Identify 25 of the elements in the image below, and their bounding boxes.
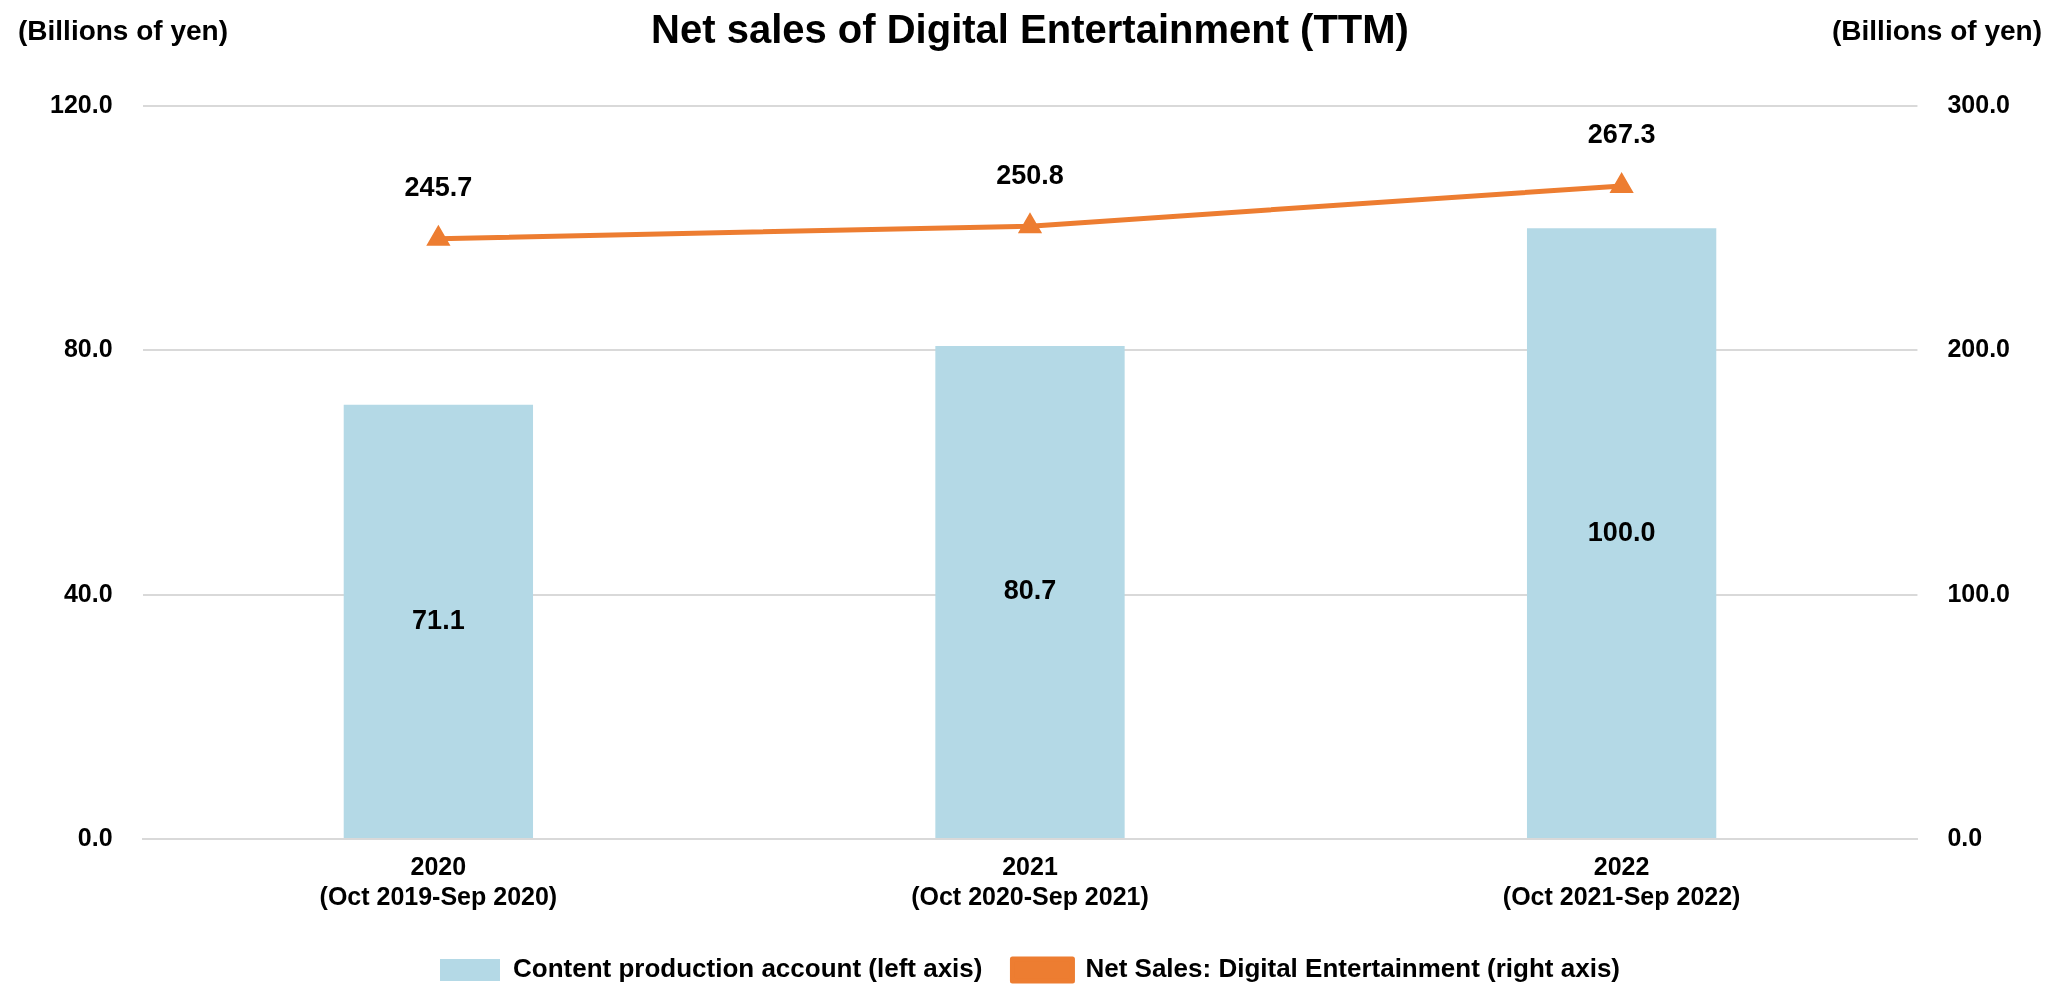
y-tick-label: 0.0 [77,822,113,851]
data-label: 100.0 [1587,516,1656,547]
y-axis-title: (Billions of yen) [18,14,228,46]
data-label: 71.1 [412,604,465,635]
bar [343,404,534,838]
y2-tick-label: 300.0 [1947,89,2010,118]
x-tick-label: 2022 (Oct 2021-Sep 2022) [1502,851,1741,910]
y2-tick-label: 100.0 [1947,578,2010,607]
y-tick-label: 80.0 [63,334,113,363]
legend-label: Content production account (left axis) [513,953,983,984]
data-label: 80.7 [1003,575,1057,606]
legend-label: Net Sales: Digital Entertainment (right axis) [1085,953,1621,984]
y2-tick-label: 0.0 [1947,822,1983,851]
bar [935,346,1125,838]
data-label: 250.8 [996,159,1064,190]
x-tick-label: 2020 (Oct 2019-Sep 2020) [319,851,558,910]
y-tick-label: 120.0 [50,89,113,118]
data-label: 267.3 [1587,119,1656,150]
bar [1526,228,1717,838]
chart-title: Net sales of Digital Entertainment (TTM) [651,7,1409,52]
y2-axis-title: (Billions of yen) [1832,14,2042,46]
y2-tick-label: 200.0 [1947,334,2010,363]
data-label: 245.7 [404,172,473,203]
y-tick-label: 40.0 [63,578,113,607]
x-tick-label: 2021 (Oct 2020-Sep 2021) [911,851,1149,910]
